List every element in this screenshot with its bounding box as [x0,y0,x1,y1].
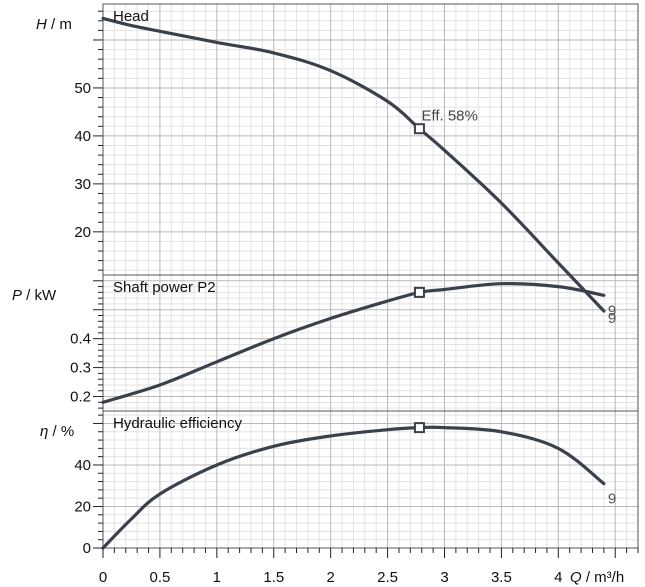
series-line [101,425,606,550]
curve-label: 9 [608,310,616,327]
panel-frames [102,3,639,549]
y-axis-unit: / % [48,423,74,440]
x-tick-label: 2.5 [377,569,398,586]
y-tick-label: 40 [74,457,91,474]
y-tick-label: 30 [74,176,91,193]
y-axis-variable: η [40,423,48,440]
operating-point-marker [413,286,425,298]
axis-ticks [93,10,639,558]
panel-title: Shaft power P2 [113,279,216,296]
y-tick-label: 40 [74,128,91,145]
panel-frame [102,410,639,549]
series-line [101,281,606,404]
y-axis-label: H / m [36,16,72,33]
x-tick-label: 2 [326,569,334,586]
minor-grid [103,4,639,548]
y-tick-label: 0 [83,540,91,557]
y-axis-variable: P [12,287,22,304]
efficiency-annotation: Eff. 58% [421,108,477,125]
y-axis-variable: H [36,16,47,33]
x-axis-unit: / m³/h [582,569,625,586]
panel-frame [102,3,639,276]
y-tick-label: 20 [74,224,91,241]
x-axis-variable: Q [570,569,582,586]
curve-label: 9 [608,302,616,319]
x-tick-label: 3 [440,569,448,586]
y-tick-label: 0.4 [70,331,91,348]
x-tick-label: 4 [554,569,562,586]
major-grid [102,4,638,549]
y-tick-label: 50 [74,80,91,97]
y-axis-label: η / % [40,423,74,440]
y-axis-unit: / m [47,16,72,33]
operating-point-marker [413,422,425,434]
operating-point-marker [413,123,425,135]
performance-curves [101,16,606,550]
x-tick-label: 0 [99,569,107,586]
x-tick-label: 1 [213,569,221,586]
curve-label: 9 [608,491,616,508]
x-tick-label: 3.5 [491,569,512,586]
series-line [101,16,606,313]
y-tick-label: 0.3 [70,360,91,377]
y-tick-label: 0.2 [70,389,91,406]
y-axis-unit: / kW [22,287,57,304]
panel-title: Hydraulic efficiency [113,415,242,432]
x-tick-label: 1.5 [263,569,284,586]
y-tick-label: 20 [74,498,91,515]
panel-title: Head [113,8,149,25]
y-axis-label: P / kW [12,287,57,304]
x-tick-label: 0.5 [149,569,170,586]
x-axis-label: Q / m³/h [570,569,624,586]
